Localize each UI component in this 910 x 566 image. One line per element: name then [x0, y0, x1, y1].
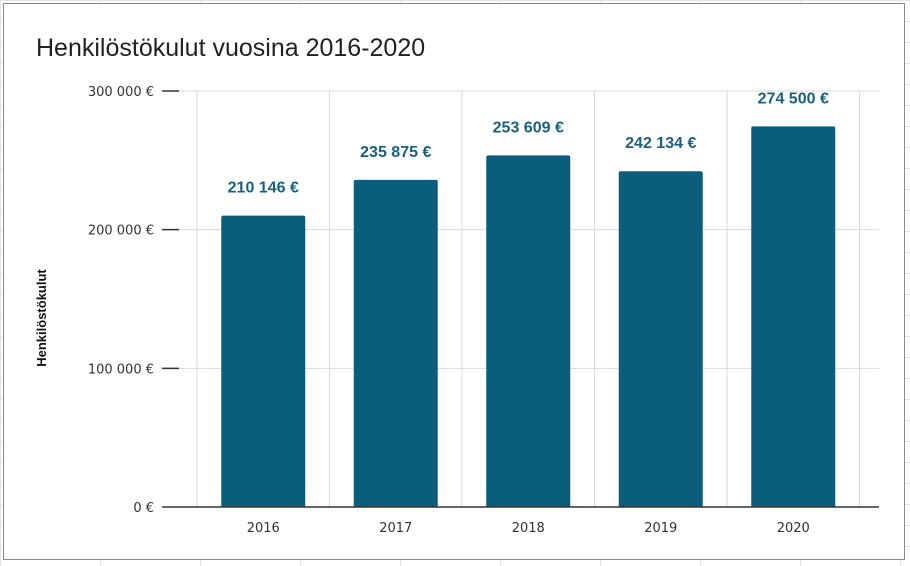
y-tick-label: 200 000 €: [88, 224, 154, 239]
data-label-2016: 210 146 €: [228, 180, 299, 197]
data-label-2019: 242 134 €: [625, 135, 696, 152]
y-axis-label: Henkilöstökulut: [34, 269, 49, 367]
chart-title: Henkilöstökulut vuosina 2016-2020: [36, 34, 426, 62]
x-tick-label-2019: 2019: [644, 521, 677, 536]
bar-2019: [618, 171, 703, 508]
bar-2018: [486, 155, 571, 507]
y-tick-label: 300 000 €: [88, 85, 154, 100]
x-tick-label-2018: 2018: [512, 521, 545, 536]
bars: [221, 126, 836, 508]
bar-2020: [751, 126, 836, 508]
y-tick-label: 100 000 €: [88, 362, 154, 377]
bar-2017: [353, 179, 438, 508]
x-tick-label-2017: 2017: [379, 521, 412, 536]
bar-2016: [221, 215, 306, 508]
data-label-2020: 274 500 €: [758, 90, 829, 107]
data-label-2018: 253 609 €: [493, 119, 564, 136]
bar-chart: 0 € 100 000 € 200 000 € 300 000 € 210 146 € 2…: [34, 85, 879, 536]
x-tick-label-2020: 2020: [777, 521, 810, 536]
data-label-2017: 235 875 €: [360, 144, 431, 161]
y-tick-label: 0 €: [133, 501, 154, 516]
x-tick-label-2016: 2016: [247, 521, 280, 536]
chart-frame[interactable]: Henkilöstökulut vuosina 2016-2020 0 € 100…: [3, 3, 905, 560]
labels: 0 € 100 000 € 200 000 € 300 000 € 210 146 € 2…: [88, 85, 829, 536]
axes: [162, 90, 879, 508]
